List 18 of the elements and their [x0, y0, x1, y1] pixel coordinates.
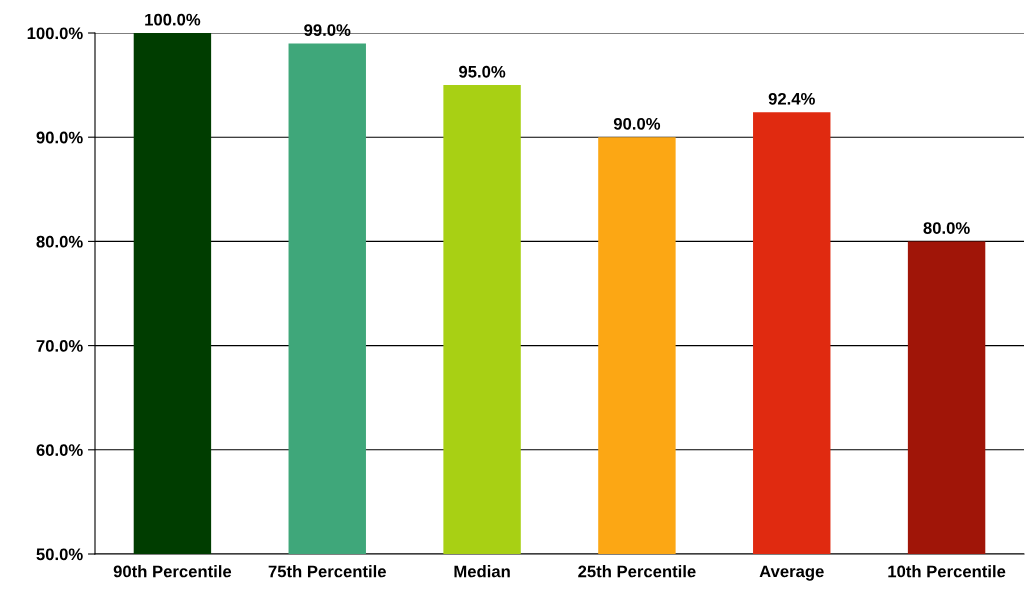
data-label: 90.0%	[613, 117, 661, 130]
data-label: 80.0%	[923, 222, 970, 234]
x-tick-label: Average	[759, 565, 824, 581]
y-tick-label: 60.0%	[36, 444, 83, 456]
x-tick-label: Median	[454, 565, 510, 578]
data-label: 95.0%	[459, 65, 506, 78]
y-tick-label: 90.0%	[36, 131, 83, 144]
x-tick-label: 75th Percentile	[268, 565, 386, 578]
data-label: 92.4%	[768, 92, 815, 105]
x-tick-label: 90th Percentile	[113, 565, 232, 578]
y-tick-label: 50.0%	[36, 548, 83, 561]
data-label: 99.0%	[304, 24, 351, 36]
x-tick-label: 25th Percentile	[578, 565, 696, 578]
y-tick-label: 80.0%	[36, 235, 83, 248]
y-tick-label: 70.0%	[36, 340, 83, 352]
x-tick-label: 10th Percentile	[888, 565, 1006, 578]
y-tick-label: 100.0%	[27, 27, 83, 40]
data-label: 100.0%	[145, 13, 201, 26]
